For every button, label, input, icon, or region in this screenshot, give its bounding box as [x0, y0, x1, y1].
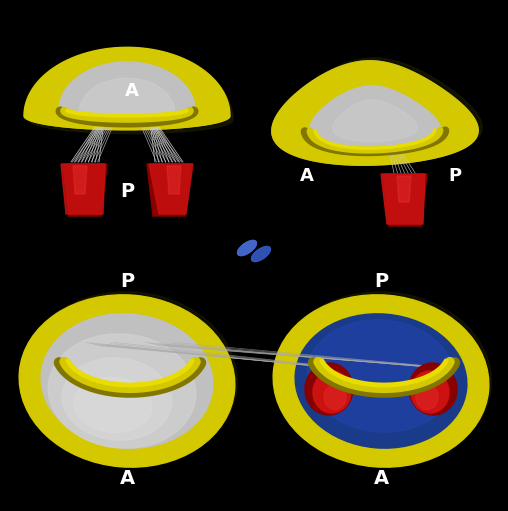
- Polygon shape: [333, 100, 418, 142]
- Text: A: A: [373, 469, 389, 487]
- Polygon shape: [25, 48, 229, 130]
- Text: A: A: [125, 82, 139, 100]
- Polygon shape: [149, 164, 193, 214]
- Polygon shape: [73, 166, 87, 194]
- Ellipse shape: [77, 380, 149, 430]
- Polygon shape: [333, 100, 418, 142]
- Polygon shape: [59, 62, 195, 117]
- Ellipse shape: [41, 313, 213, 449]
- Text: P: P: [374, 271, 388, 290]
- Text: P: P: [120, 271, 134, 290]
- Polygon shape: [79, 78, 175, 117]
- Polygon shape: [79, 78, 175, 117]
- Ellipse shape: [313, 371, 351, 413]
- Ellipse shape: [334, 332, 438, 410]
- Ellipse shape: [238, 241, 257, 256]
- Ellipse shape: [23, 292, 237, 464]
- Ellipse shape: [305, 363, 353, 415]
- Polygon shape: [29, 52, 233, 133]
- Ellipse shape: [251, 246, 270, 262]
- Ellipse shape: [41, 314, 213, 448]
- Polygon shape: [276, 58, 482, 162]
- Ellipse shape: [307, 320, 455, 432]
- Text: P: P: [120, 181, 134, 200]
- Polygon shape: [63, 164, 107, 216]
- Ellipse shape: [251, 246, 270, 262]
- Polygon shape: [310, 86, 440, 150]
- Ellipse shape: [273, 295, 489, 467]
- Polygon shape: [25, 48, 229, 130]
- Ellipse shape: [65, 360, 169, 438]
- Polygon shape: [397, 176, 411, 202]
- Polygon shape: [59, 62, 195, 117]
- Polygon shape: [272, 61, 478, 165]
- Ellipse shape: [409, 363, 457, 415]
- Ellipse shape: [322, 364, 336, 374]
- Ellipse shape: [426, 364, 440, 374]
- Ellipse shape: [48, 334, 196, 448]
- Ellipse shape: [307, 320, 455, 432]
- Polygon shape: [61, 164, 105, 214]
- Polygon shape: [167, 166, 181, 194]
- Ellipse shape: [411, 371, 449, 413]
- Polygon shape: [272, 61, 478, 165]
- Ellipse shape: [238, 241, 257, 256]
- Polygon shape: [310, 86, 440, 150]
- Ellipse shape: [277, 292, 491, 464]
- Text: P: P: [449, 167, 462, 185]
- Ellipse shape: [324, 384, 346, 409]
- Ellipse shape: [295, 313, 467, 449]
- Text: A: A: [300, 167, 314, 185]
- Ellipse shape: [19, 295, 235, 467]
- Polygon shape: [381, 174, 425, 224]
- Ellipse shape: [62, 358, 172, 440]
- Ellipse shape: [416, 384, 438, 409]
- Ellipse shape: [74, 378, 152, 433]
- Text: A: A: [119, 469, 135, 487]
- Polygon shape: [147, 164, 191, 216]
- Ellipse shape: [48, 334, 196, 448]
- Ellipse shape: [295, 314, 467, 448]
- Polygon shape: [24, 48, 230, 130]
- Polygon shape: [383, 174, 427, 226]
